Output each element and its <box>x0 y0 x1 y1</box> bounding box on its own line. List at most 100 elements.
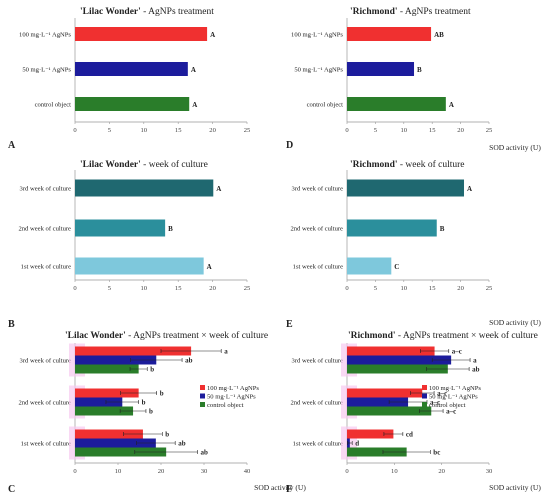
chart-title-cultivar: 'Lilac Wonder' <box>80 160 141 170</box>
bar-label: b <box>149 408 153 416</box>
chart-title-cultivar: 'Richmond' <box>348 331 396 341</box>
bar-label: d <box>355 440 359 448</box>
panel-letter: E <box>286 319 293 330</box>
bar <box>347 27 432 41</box>
x-tick-label: 15 <box>175 127 182 134</box>
legend-label: 50 mg·L⁻¹ AgNPs <box>429 394 478 401</box>
panel-letter: C <box>8 484 15 495</box>
bar <box>75 397 123 407</box>
bar-label: ab <box>185 357 193 365</box>
x-tick-label: 15 <box>175 285 182 292</box>
x-axis-label: SOD activity (U) <box>489 143 541 152</box>
bar-label: b <box>142 399 146 407</box>
bar <box>75 346 192 356</box>
x-tick-label: 10 <box>401 127 408 134</box>
chart-title: 'Lilac Wonder' - week of culture <box>80 159 208 170</box>
x-tick-label: 20 <box>457 127 464 134</box>
bar <box>75 438 156 448</box>
chart-title-cultivar: 'Richmond' <box>350 160 398 170</box>
legend-swatch <box>422 385 427 390</box>
bar-label: B <box>440 225 445 233</box>
chart-title-rest: - week of culture <box>398 159 465 170</box>
bar-label: b <box>150 366 154 374</box>
bar <box>347 346 435 356</box>
bar-label: B <box>417 66 422 74</box>
x-tick-label: 30 <box>486 468 493 475</box>
panel-F: 'Richmond' - AgNPs treatment × week of c… <box>286 330 541 495</box>
bar <box>75 388 139 398</box>
category-label: 1st week of culture <box>21 441 71 448</box>
chart-title-rest: - AgNPs treatment × week of culture <box>126 330 268 341</box>
chart-title: 'Richmond' - AgNPs treatment × week of c… <box>348 330 538 341</box>
legend-swatch <box>200 402 205 407</box>
legend-label: control object <box>429 402 466 409</box>
panel-E: 'Richmond' - week of culture 0 5 10 15 20 25 SO… <box>286 159 541 330</box>
chart-title-rest: - week of culture <box>141 159 208 170</box>
x-tick-label: 20 <box>158 468 165 475</box>
chart-title-cultivar: 'Richmond' <box>350 7 398 17</box>
category-label: 2nd week of culture <box>290 400 343 407</box>
x-tick-label: 0 <box>73 285 77 292</box>
x-tick-label: 30 <box>201 468 208 475</box>
x-axis-label: SOD activity (U) <box>489 318 541 327</box>
bar <box>347 447 407 457</box>
x-tick-label: 20 <box>438 468 445 475</box>
bar <box>347 388 423 398</box>
x-tick-label: 25 <box>244 127 251 134</box>
bar <box>347 397 409 407</box>
legend-label: control object <box>207 402 244 409</box>
bar-label: A <box>210 31 215 39</box>
bar <box>75 364 139 374</box>
category-label: control object <box>35 102 72 109</box>
category-label: 3rd week of culture <box>20 358 72 365</box>
bar-label: a–c <box>430 399 440 407</box>
x-axis-label: SOD activity (U) <box>254 483 306 492</box>
legend-swatch <box>422 393 427 399</box>
bar-label: a–c <box>437 390 447 398</box>
category-label: 2nd week of culture <box>18 400 71 407</box>
bar-label: A <box>467 185 472 193</box>
bar <box>347 429 394 439</box>
x-tick-label: 20 <box>457 285 464 292</box>
bar <box>75 257 204 275</box>
category-label: 100 mg·L⁻¹ AgNPs <box>291 32 343 39</box>
panel-B: 'Lilac Wonder' - week of culture 0 5 10 15 20… <box>8 159 251 330</box>
bar-label: B <box>168 225 173 233</box>
x-tick-label: 10 <box>391 468 398 475</box>
bar-label: ab <box>178 440 186 448</box>
chart-title: 'Richmond' - week of culture <box>350 159 465 170</box>
chart-title: 'Lilac Wonder' - AgNPs treatment × week … <box>65 330 268 341</box>
x-tick-label: 20 <box>209 127 216 134</box>
bar <box>75 62 188 76</box>
x-tick-label: 0 <box>345 468 349 475</box>
bar <box>347 179 465 197</box>
bar-label: AB <box>434 31 444 39</box>
chart-title: 'Lilac Wonder' - AgNPs treatment <box>80 7 214 17</box>
x-tick-label: 40 <box>244 468 251 475</box>
panel-letter: A <box>8 140 16 151</box>
bar-label: a–c <box>452 348 462 356</box>
bar-label: bc <box>433 449 440 457</box>
bar-label: b <box>165 431 169 439</box>
legend-label: 100 mg·L⁻¹ AgNPs <box>207 385 259 392</box>
bar <box>75 406 134 416</box>
x-tick-label: 25 <box>486 127 493 134</box>
category-label: 50 mg·L⁻¹ AgNPs <box>22 67 71 74</box>
bar-label: a <box>473 357 477 365</box>
category-label: 3rd week of culture <box>292 358 344 365</box>
x-tick-label: 5 <box>108 127 112 134</box>
chart-title-cultivar: 'Lilac Wonder' <box>65 331 126 341</box>
x-tick-label: 25 <box>244 285 251 292</box>
bar <box>347 406 432 416</box>
bar <box>75 27 208 41</box>
legend-swatch <box>200 393 205 399</box>
category-label: 2nd week of culture <box>290 226 343 233</box>
chart-title: 'Richmond' - AgNPs treatment <box>350 7 471 17</box>
chart-title-rest: - AgNPs treatment <box>141 7 214 17</box>
bar <box>347 364 448 374</box>
bar-label: a–c <box>446 408 456 416</box>
category-label: 1st week of culture <box>293 264 343 271</box>
